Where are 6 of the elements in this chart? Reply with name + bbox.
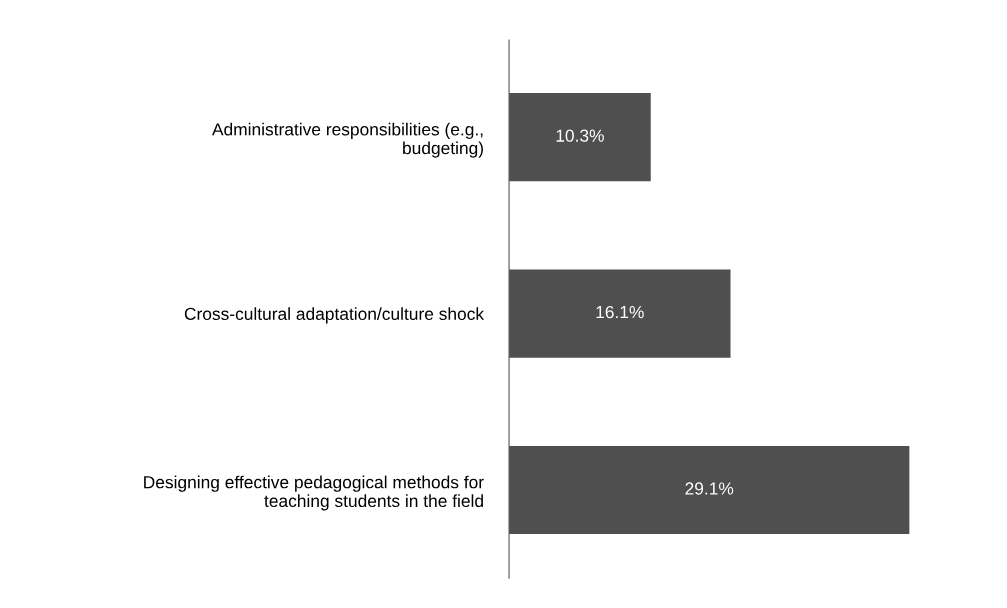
y-tick-label: Cross-cultural adaptation/culture shock (184, 307, 485, 324)
data-label: 16.1% (596, 305, 644, 319)
y-tick-label: Designing effective pedagogical methods for teaching students in the field (144, 475, 484, 511)
data-label: 10.3% (556, 129, 604, 142)
data-label: 29.1% (685, 482, 734, 495)
y-tick-label: Administrative responsibilities (e.g., budgeting) (211, 122, 483, 158)
